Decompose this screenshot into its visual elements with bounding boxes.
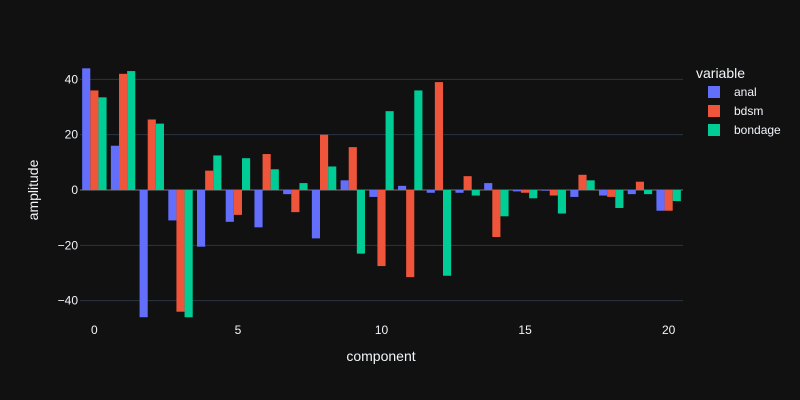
bar-bdsm-1: [119, 73, 128, 190]
bar-anal-14: [484, 183, 493, 190]
bar-anal-1: [110, 145, 120, 190]
bar-bondage-11: [414, 90, 423, 190]
bar-bondage-19: [643, 190, 653, 195]
bar-bdsm-2: [147, 119, 156, 190]
bar-bondage-17: [586, 180, 595, 190]
bar-bdsm-16: [549, 190, 558, 196]
y-axis-ticks: −40 −20 0 20 40: [58, 72, 79, 307]
x-axis-title: component: [346, 348, 415, 364]
bar-extra-20: [656, 190, 665, 207]
bar-bondage-9: [356, 190, 365, 254]
bar-bondage-14: [500, 190, 509, 217]
bar-bdsm-7: [291, 190, 300, 213]
bar-bdsm-13: [463, 176, 472, 190]
bar-bdsm-5: [233, 190, 242, 215]
bar-anal-12: [426, 190, 435, 193]
legend-label-bdsm: bdsm: [734, 104, 763, 118]
bar-bdsm-14: [492, 190, 501, 238]
x-tick-label: 10: [375, 323, 389, 337]
bar-bondage-13: [471, 190, 480, 196]
legend-label-anal: anal: [734, 85, 757, 99]
bar-bdsm-6: [262, 154, 271, 190]
bar-anal-16: [541, 190, 550, 191]
x-tick-label: 20: [662, 323, 676, 337]
bar-anal-13: [455, 190, 464, 193]
bar-bondage-20: [672, 190, 681, 202]
bar-bondage-12: [442, 190, 452, 276]
bar-anal-5: [225, 190, 234, 222]
bar-bdsm-20: [664, 190, 673, 211]
bar-bondage-1: [127, 71, 136, 190]
bar-anal-7: [283, 190, 292, 195]
legend-title: variable: [696, 65, 745, 81]
bar-bdsm-11: [406, 190, 415, 278]
y-tick-label: 0: [71, 183, 78, 197]
bar-anal-18: [599, 190, 608, 196]
bar-bondage-2: [155, 123, 164, 190]
bar-bdsm-15: [521, 190, 530, 193]
bar-anal-2: [139, 190, 148, 318]
bar-bondage-18: [615, 190, 624, 208]
legend: variable anal bdsm bondage: [696, 65, 781, 137]
y-axis-title: amplitude: [25, 159, 41, 220]
bar-anal-9: [340, 180, 349, 190]
bar-bondage-5: [241, 158, 251, 190]
bar-anal-0: [82, 68, 91, 190]
legend-swatch-bondage: [708, 124, 720, 136]
bar-bondage-15: [529, 190, 538, 199]
bar-anal-19: [627, 190, 636, 195]
bar-bondage-10: [385, 111, 394, 190]
bars: [82, 68, 681, 318]
bar-anal-3: [168, 190, 177, 221]
bar-bondage-16: [557, 190, 566, 214]
bar-bondage-7: [299, 183, 308, 190]
bar-bdsm-8: [320, 134, 329, 190]
bar-anal-15: [512, 190, 522, 192]
bar-bdsm-17: [578, 174, 587, 190]
bar-bdsm-4: [205, 170, 214, 190]
bar-anal-6: [254, 190, 263, 228]
y-tick-label: −40: [58, 294, 79, 308]
legend-label-bondage: bondage: [734, 123, 781, 137]
bar-bondage-3: [184, 190, 193, 318]
bar-bondage-4: [213, 155, 222, 190]
bar-anal-10: [369, 190, 378, 197]
bar-bdsm-9: [348, 147, 357, 190]
bar-bondage-6: [270, 169, 279, 190]
bar-anal-17: [570, 190, 579, 197]
bar-anal-4: [197, 190, 206, 247]
bar-bondage-8: [328, 166, 337, 190]
bar-bondage-0: [98, 97, 107, 190]
bar-bdsm-18: [607, 190, 616, 197]
y-tick-label: 20: [65, 128, 79, 142]
bar-bdsm-3: [176, 190, 185, 312]
y-tick-label: −20: [58, 238, 79, 252]
bar-bdsm-10: [377, 190, 386, 267]
legend-swatch-anal: [708, 86, 720, 98]
x-tick-label: 5: [235, 323, 242, 337]
y-tick-label: 40: [65, 72, 79, 86]
bar-bdsm-19: [635, 181, 644, 190]
x-axis-ticks: 0 5 10 15 20: [91, 323, 676, 337]
bar-bdsm-12: [434, 82, 443, 190]
bar-anal-11: [398, 185, 407, 190]
x-tick-label: 15: [518, 323, 532, 337]
x-tick-label: 0: [91, 323, 98, 337]
legend-swatch-bdsm: [708, 105, 720, 117]
bar-bdsm-0: [90, 90, 99, 190]
bar-anal-8: [311, 190, 321, 239]
